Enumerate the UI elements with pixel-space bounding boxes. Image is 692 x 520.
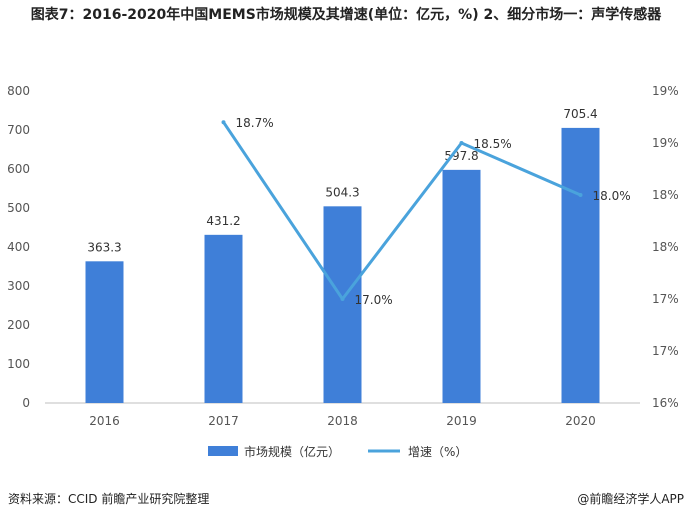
growth-point <box>459 141 464 145</box>
bar <box>204 234 243 403</box>
bar-value-label: 504.3 <box>325 185 359 199</box>
bar <box>323 206 362 403</box>
source-note: 资料来源：CCID 前瞻产业研究院整理 <box>8 492 210 506</box>
left-tick-label: 400 <box>7 240 30 254</box>
growth-line <box>222 121 582 301</box>
x-tick-label: 2016 <box>89 414 120 428</box>
growth-point <box>340 297 345 301</box>
left-tick-label: 700 <box>7 123 30 137</box>
left-tick-label: 100 <box>7 357 30 371</box>
growth-value-label: 18.5% <box>474 137 512 151</box>
chart: 0 100 200 300 400 500 600 700 800 16% 17% 17% 18% 18%… <box>7 84 679 459</box>
legend-bar-swatch <box>208 446 238 456</box>
bar-value-label: 431.2 <box>206 214 240 228</box>
x-tick-label: 2019 <box>446 414 477 428</box>
legend-bar-label: 市场规模（亿元） <box>244 444 340 459</box>
x-tick-label: 2020 <box>565 414 596 428</box>
growth-point <box>221 120 226 125</box>
right-tick-label: 19% <box>652 136 679 150</box>
bar-value-label: 705.4 <box>563 107 597 121</box>
x-tick-label: 2018 <box>327 414 358 428</box>
right-tick-label: 19% <box>652 84 679 98</box>
right-tick-label: 18% <box>652 188 679 202</box>
right-tick-label: 17% <box>652 344 679 358</box>
growth-value-label: 17.0% <box>355 293 393 307</box>
growth-point <box>578 193 583 197</box>
right-tick-label: 16% <box>652 396 679 410</box>
right-tick-label: 18% <box>652 240 679 254</box>
x-tick-label: 2017 <box>208 414 239 428</box>
bar <box>442 169 481 403</box>
chart-title: 图表7：2016-2020年中国MEMS市场规模及其增速(单位：亿元，%) 2、… <box>30 7 662 23</box>
legend-line-label: 增速（%） <box>408 445 467 459</box>
left-tick-label: 600 <box>7 162 30 176</box>
bar-value-label: 363.3 <box>87 240 121 254</box>
growth-value-label: 18.0% <box>593 189 631 203</box>
right-tick-label: 17% <box>652 292 679 306</box>
brand-label: @前瞻经济学人APP <box>577 492 684 506</box>
left-tick-label: 200 <box>7 318 30 332</box>
bar <box>85 261 124 403</box>
left-tick-label: 0 <box>22 396 30 410</box>
bar <box>561 127 600 404</box>
left-tick-label: 500 <box>7 201 30 215</box>
left-tick-label: 800 <box>7 84 30 98</box>
left-tick-label: 300 <box>7 279 30 293</box>
growth-value-label: 18.7% <box>236 116 274 130</box>
